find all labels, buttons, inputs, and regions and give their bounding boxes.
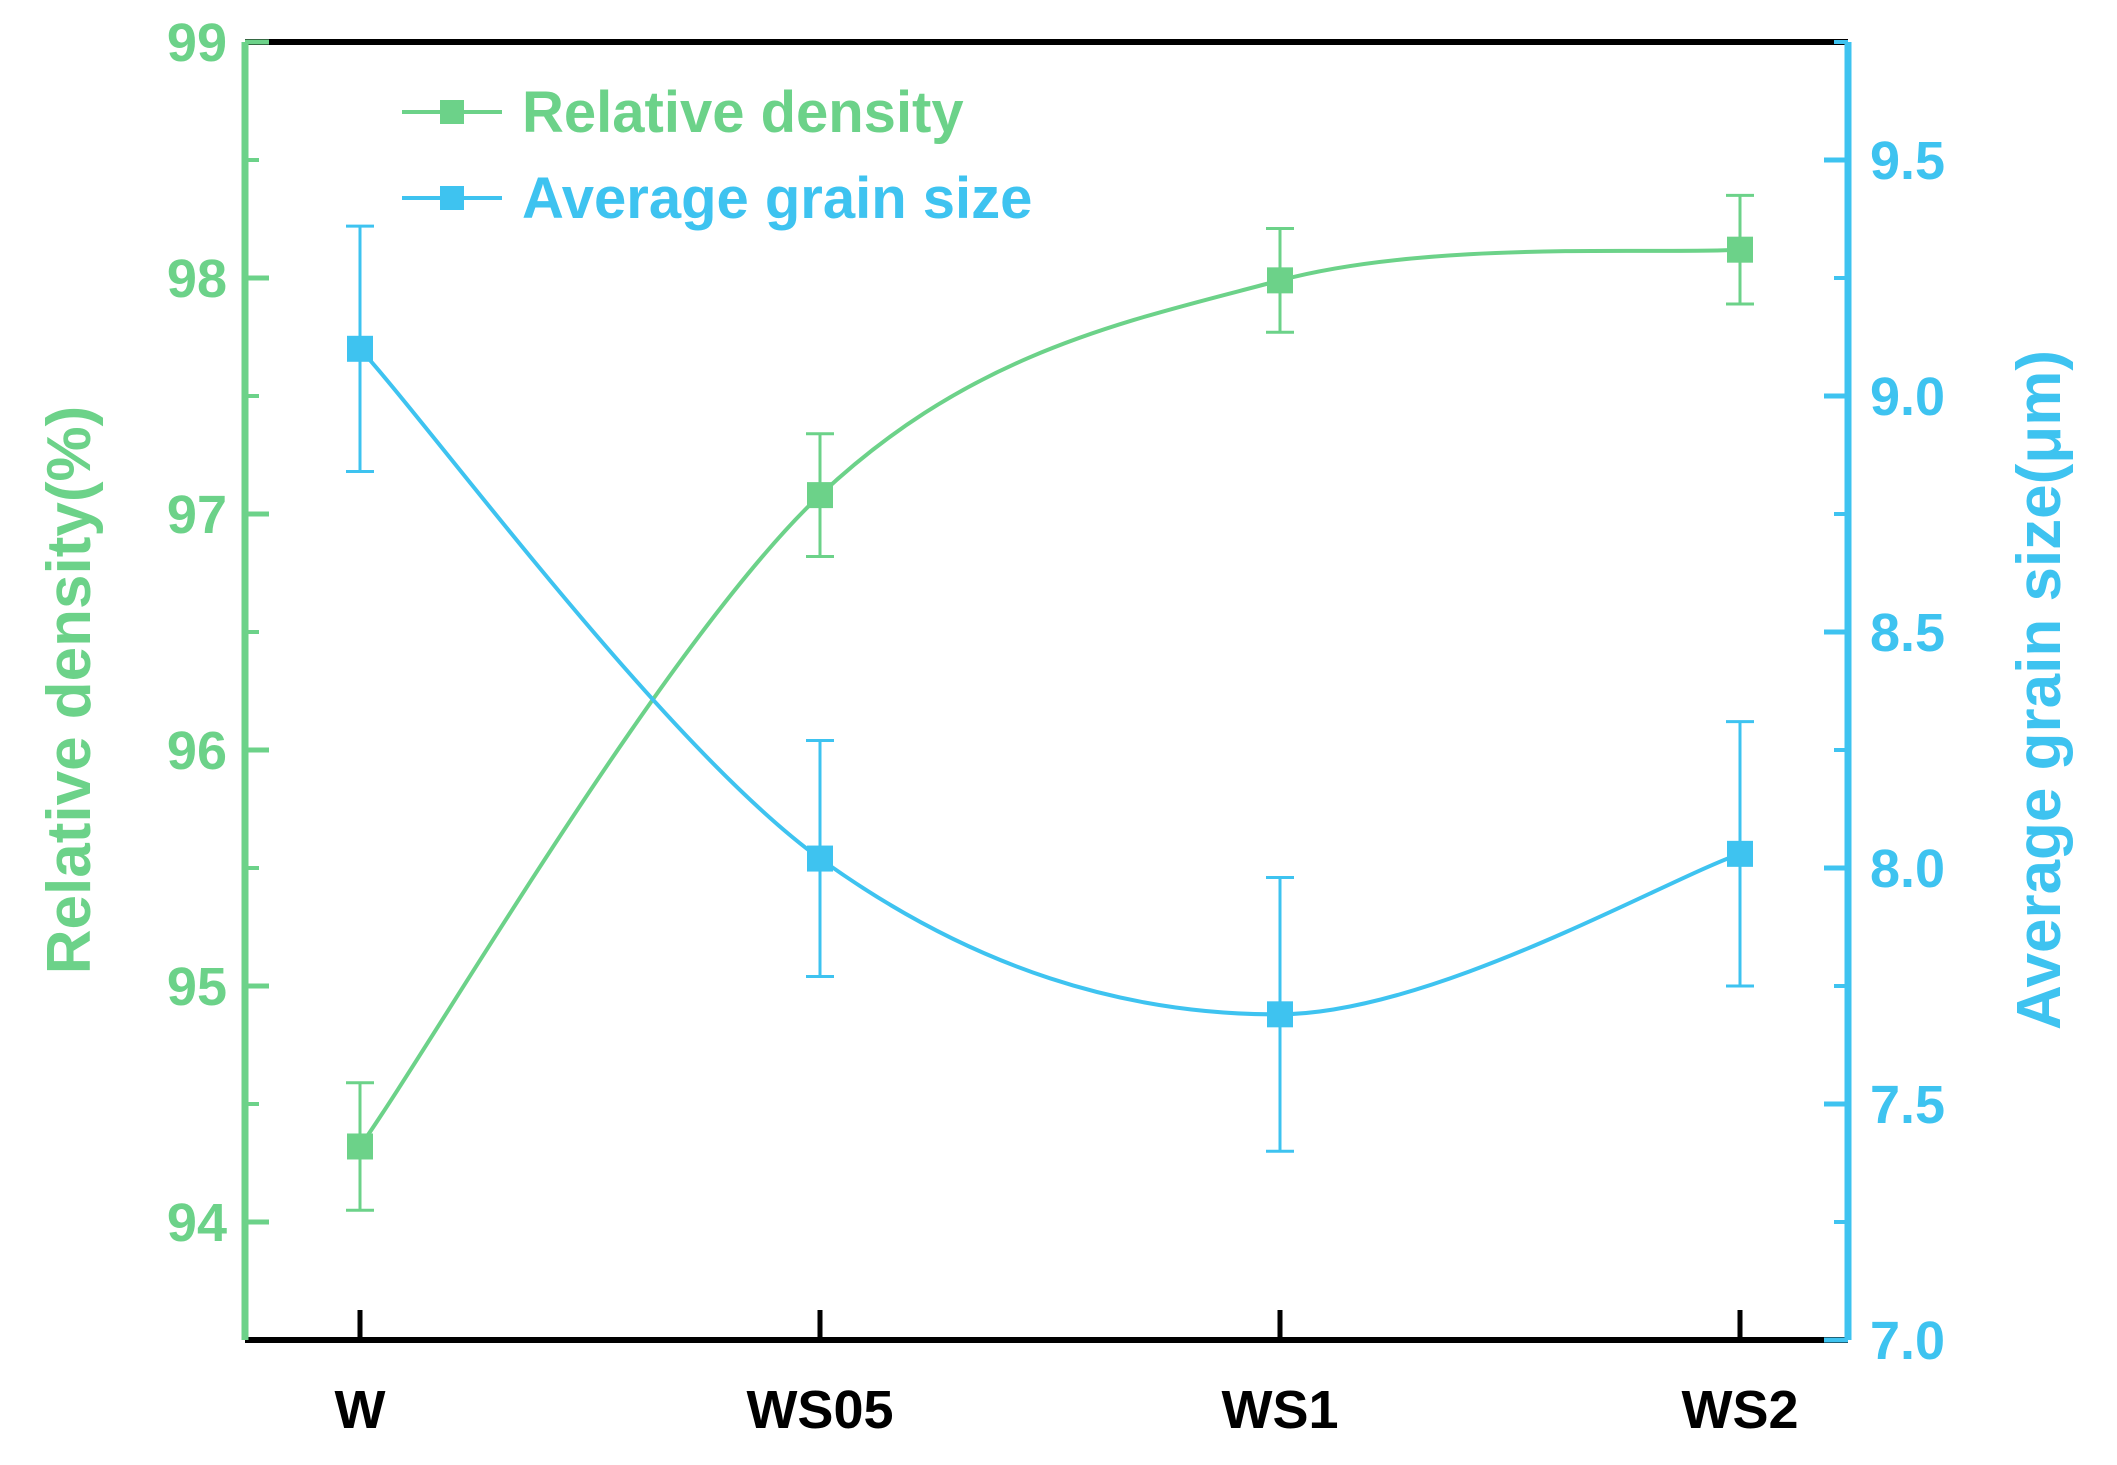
- right-tick-label: 9.0: [1870, 367, 1945, 427]
- series-2: [346, 224, 1754, 1153]
- legend-label: Relative density: [522, 80, 964, 145]
- left-tick-label: 94: [167, 1193, 227, 1253]
- left-tick-label: 96: [167, 721, 227, 781]
- data-point: [1727, 236, 1753, 263]
- legend-marker: [440, 186, 464, 210]
- data-point: [1267, 267, 1293, 294]
- legend: Relative density Average grain size: [402, 80, 1032, 231]
- series-line: [358, 347, 1741, 1017]
- x-tick-label: W: [335, 1380, 386, 1440]
- right-tick-label: 7.0: [1870, 1311, 1945, 1371]
- right-tick-label: 8.0: [1870, 839, 1945, 899]
- data-point: [1727, 840, 1753, 867]
- series-layer: [346, 193, 1754, 1212]
- x-tick-label: WS05: [746, 1380, 893, 1440]
- right-tick-label: 7.5: [1870, 1075, 1945, 1135]
- left-axis-title: Relative density(%): [35, 406, 104, 975]
- left-axis-ticks: 94 95 96 97 98 99: [167, 13, 269, 1253]
- right-tick-label: 8.5: [1870, 603, 1945, 663]
- plot-frame: [241, 39, 1852, 1343]
- data-point: [807, 845, 833, 872]
- data-point: [347, 1133, 373, 1160]
- left-tick-label: 97: [167, 485, 227, 545]
- x-axis-ticks: W WS05 WS1 WS2: [335, 1310, 1799, 1440]
- legend-marker: [440, 100, 464, 124]
- left-tick-label: 98: [167, 249, 227, 309]
- data-point: [807, 482, 833, 509]
- left-tick-label: 95: [167, 957, 227, 1017]
- right-tick-label: 9.5: [1870, 131, 1945, 191]
- data-point: [1267, 1001, 1293, 1028]
- legend-label: Average grain size: [522, 166, 1032, 231]
- right-axis-title: Average grain size(μm): [2005, 350, 2074, 1030]
- right-axis-ticks: 7.0 7.5 8.0 8.5 9.0 9.5: [1824, 40, 1945, 1371]
- x-tick-label: WS1: [1221, 1380, 1338, 1440]
- data-point: [347, 335, 373, 362]
- left-tick-label: 99: [167, 13, 227, 73]
- x-tick-label: WS2: [1681, 1380, 1798, 1440]
- series-1: [346, 193, 1754, 1212]
- series-line: [358, 247, 1741, 1148]
